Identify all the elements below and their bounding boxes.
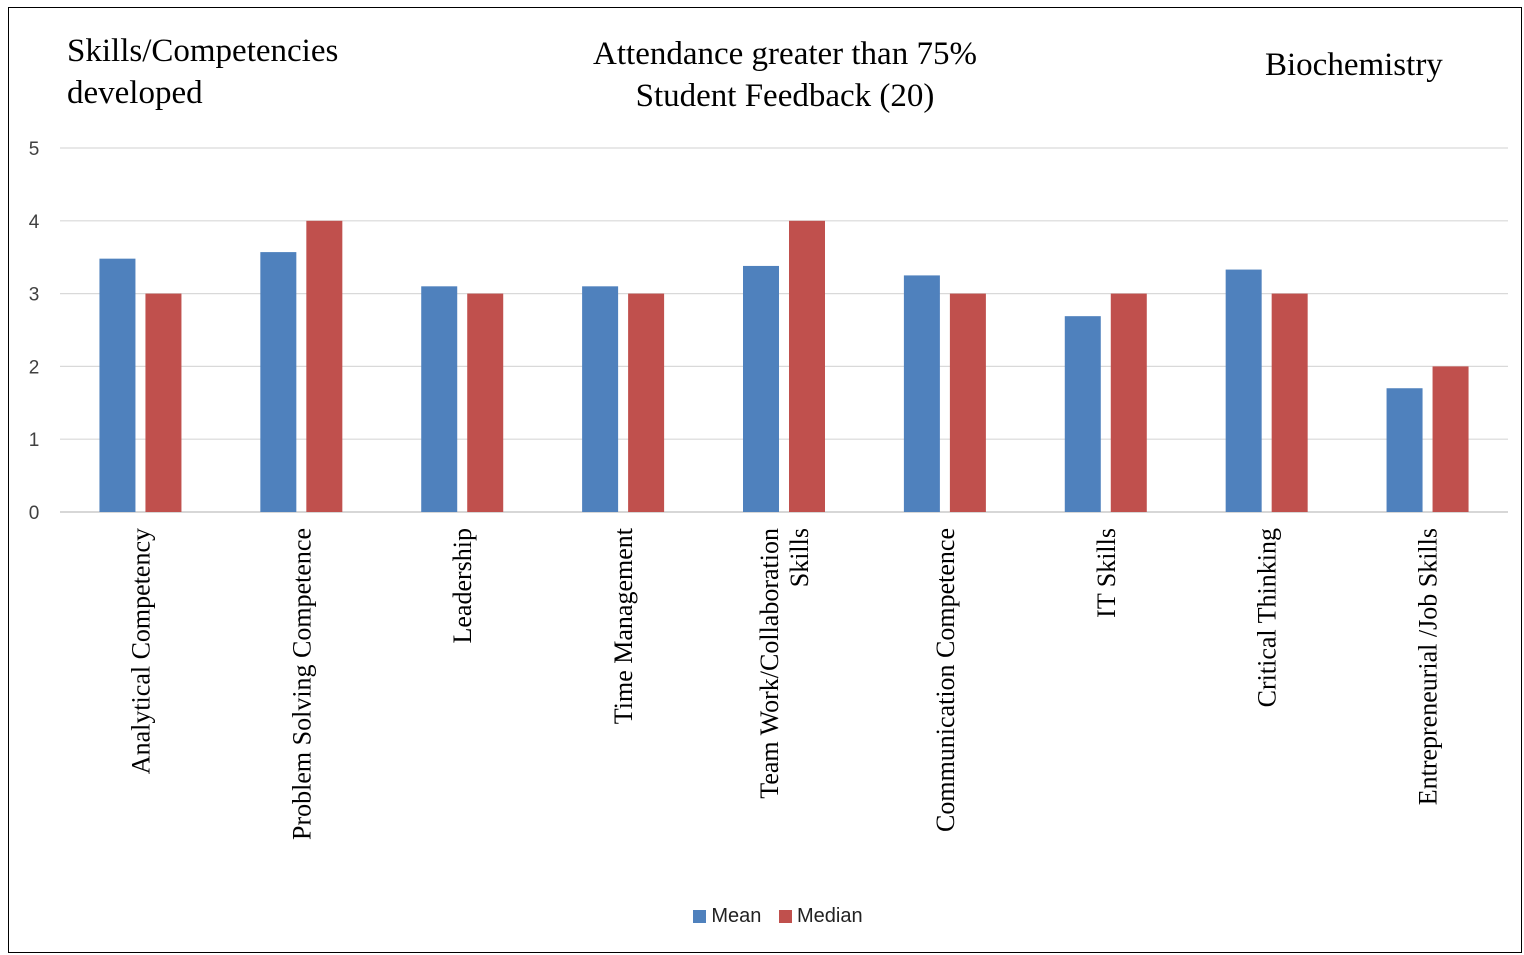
bar-mean bbox=[421, 286, 458, 512]
x-category-label: IT Skills bbox=[1092, 528, 1121, 618]
bar-median bbox=[1432, 366, 1469, 512]
bar-median bbox=[1110, 293, 1147, 512]
y-tick-label: 3 bbox=[29, 285, 40, 306]
bar-median bbox=[1271, 293, 1308, 512]
x-category-label-line: Skills bbox=[785, 528, 814, 587]
legend-swatch-median bbox=[778, 910, 792, 923]
legend-item-mean: Mean bbox=[693, 905, 761, 928]
legend: Mean Median bbox=[0, 905, 1524, 929]
x-category-label-line: Team Work/Collaboration bbox=[755, 528, 784, 799]
y-tick-label: 1 bbox=[29, 430, 40, 451]
bar-median bbox=[306, 220, 343, 513]
x-axis-labels: Analytical Competency Problem Solving Com… bbox=[126, 527, 1442, 840]
bar-median bbox=[789, 220, 825, 513]
legend-label-mean: Mean bbox=[711, 905, 762, 927]
bar-mean bbox=[260, 252, 297, 512]
x-category-label: Analytical Competency bbox=[126, 528, 155, 774]
bar-mean bbox=[1225, 269, 1262, 512]
x-category-label: Communication Competence bbox=[931, 528, 960, 832]
y-tick-label: 0 bbox=[29, 503, 40, 524]
legend-item-median: Median bbox=[778, 905, 863, 928]
bars bbox=[99, 220, 1469, 513]
x-category-label-line: Critical Thinking bbox=[1253, 528, 1282, 707]
x-category-label-line: Entrepreneurial /Job Skills bbox=[1414, 528, 1443, 805]
x-category-label-line: Analytical Competency bbox=[126, 528, 155, 774]
bar-median bbox=[467, 293, 504, 512]
x-category-label: Entrepreneurial /Job Skills bbox=[1414, 528, 1443, 805]
bar-mean bbox=[903, 275, 940, 512]
y-tick-label: 2 bbox=[29, 357, 40, 378]
x-category-label: Critical Thinking bbox=[1253, 528, 1282, 707]
x-category-label-line: Communication Competence bbox=[931, 528, 960, 832]
x-category-label-line: Problem Solving Competence bbox=[287, 528, 316, 840]
x-category-label: Team Work/Collaboration Skills bbox=[755, 528, 814, 799]
legend-label-median: Median bbox=[796, 905, 863, 927]
bar-mean bbox=[1386, 388, 1423, 512]
chart-title-right: Biochemistry bbox=[1265, 47, 1443, 83]
x-category-label: Time Management bbox=[609, 527, 638, 724]
legend-swatch-mean bbox=[693, 910, 707, 923]
bar-median bbox=[949, 293, 986, 512]
bar-median bbox=[628, 293, 665, 512]
chart-title-center: Attendance greater than 75% Student Feed… bbox=[520, 33, 1050, 117]
x-category-label: Leadership bbox=[448, 528, 477, 644]
bar-mean bbox=[1064, 316, 1101, 512]
bar-mean bbox=[743, 265, 779, 512]
x-category-label-line: Leadership bbox=[448, 528, 477, 644]
gridlines bbox=[60, 147, 1508, 513]
y-tick-label: 4 bbox=[29, 212, 40, 233]
x-category-label-line: Time Management bbox=[609, 527, 638, 724]
chart-title-line1: Attendance greater than 75% bbox=[593, 36, 977, 72]
chart-title-line2: Student Feedback (20) bbox=[635, 78, 935, 114]
bar-mean bbox=[99, 258, 136, 512]
bar-median bbox=[145, 293, 182, 512]
y-tick-label: 5 bbox=[29, 139, 40, 160]
chart-title-left: Skills/Competencies developed bbox=[67, 33, 339, 111]
y-axis-ticks: 0 1 2 3 4 5 bbox=[29, 139, 40, 524]
bar-mean bbox=[582, 286, 619, 512]
x-category-label-line: IT Skills bbox=[1092, 528, 1121, 618]
x-category-label: Problem Solving Competence bbox=[287, 528, 316, 840]
